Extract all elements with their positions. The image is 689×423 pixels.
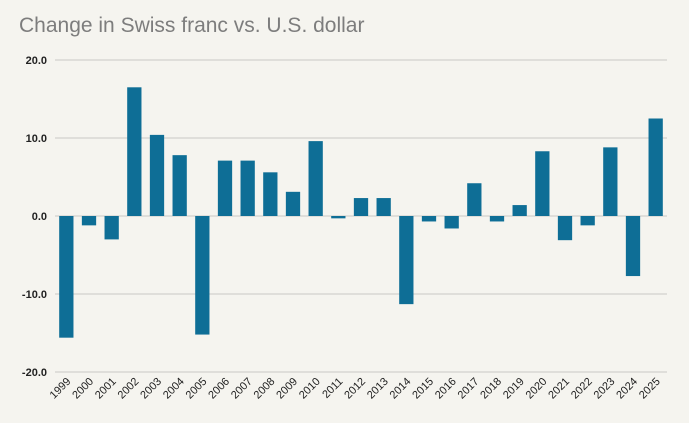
x-tick-label: 2005 — [184, 376, 210, 402]
bar-2019 — [512, 205, 527, 216]
x-tick-label: 2020 — [524, 376, 550, 402]
chart-title: Change in Swiss franc vs. U.S. dollar — [19, 14, 365, 37]
bar-2025 — [648, 118, 663, 216]
x-tick-label: 2018 — [478, 376, 504, 402]
bar-2024 — [625, 216, 641, 277]
x-tick-label: 2008 — [252, 376, 278, 402]
y-tick-label: -20.0 — [22, 367, 47, 379]
bar-1999 — [59, 216, 74, 338]
y-tick-label: 20.0 — [26, 55, 47, 67]
x-tick-label: 2017 — [456, 376, 482, 402]
x-tick-label: 2012 — [342, 376, 368, 402]
bar-2007 — [240, 160, 255, 216]
bars — [59, 87, 663, 338]
y-tick-label: 0.0 — [32, 211, 47, 223]
bar-2021 — [557, 216, 573, 241]
x-tick-label: 2003 — [138, 376, 164, 402]
x-tick-label: 1999 — [48, 376, 74, 402]
x-tick-label: 2025 — [637, 376, 663, 402]
x-tick-label: 2016 — [433, 376, 459, 402]
bar-2001 — [104, 216, 119, 240]
x-tick-label: 2024 — [614, 376, 640, 402]
bar-2014 — [399, 216, 414, 305]
x-tick-label: 2013 — [365, 376, 391, 402]
bar-2000 — [81, 216, 97, 226]
x-tick-label: 2000 — [70, 376, 96, 402]
bar-2018 — [489, 216, 505, 222]
bar-2015 — [421, 216, 437, 222]
bar-2010 — [308, 141, 323, 216]
y-axis-tick-labels: -20.0 -10.0 0.0 10.0 20.0 — [22, 55, 47, 379]
bar-2003 — [149, 134, 165, 216]
x-tick-label: 2021 — [546, 376, 572, 402]
x-tick-label: 2006 — [206, 376, 232, 402]
bar-2006 — [217, 160, 233, 216]
bar-2020 — [535, 151, 550, 216]
x-tick-label: 2004 — [161, 376, 187, 402]
y-tick-label: -10.0 — [22, 289, 47, 301]
x-tick-label: 2002 — [116, 376, 142, 402]
x-tick-label: 2022 — [569, 376, 595, 402]
y-tick-label: 10.0 — [26, 133, 47, 145]
bar-2016 — [444, 216, 459, 229]
bar-2012 — [353, 198, 369, 216]
bar-2022 — [580, 216, 595, 226]
bar-2002 — [127, 87, 142, 216]
x-tick-label: 2011 — [320, 376, 345, 401]
bar-2005 — [195, 216, 210, 335]
x-axis-tick-labels: 1999200020012002200320042005200620072008… — [48, 376, 663, 402]
x-tick-label: 2019 — [501, 376, 527, 402]
x-tick-label: 2010 — [297, 376, 323, 402]
bar-2013 — [376, 198, 391, 216]
x-tick-label: 2007 — [229, 376, 255, 402]
bar-2011 — [331, 216, 346, 219]
x-tick-label: 2009 — [274, 376, 300, 402]
bar-2004 — [172, 155, 187, 216]
x-tick-label: 2001 — [93, 376, 119, 402]
bar-2008 — [263, 172, 278, 216]
bar-2023 — [603, 147, 618, 216]
bar-2017 — [467, 183, 482, 216]
x-tick-label: 2015 — [410, 376, 436, 402]
x-tick-label: 2023 — [592, 376, 618, 402]
x-tick-label: 2014 — [388, 376, 414, 402]
bar-2009 — [285, 191, 301, 216]
